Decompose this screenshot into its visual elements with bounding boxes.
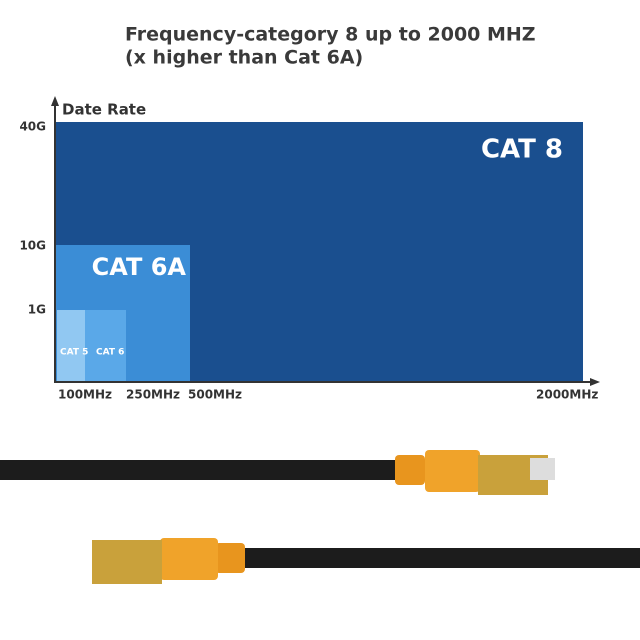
title-line: Frequency-category 8 up to 2000 MHZ xyxy=(125,24,536,46)
x-label: 500MHz xyxy=(188,388,242,402)
box-label: CAT 5 xyxy=(60,348,88,358)
axis-arrow xyxy=(590,378,600,386)
cat6-box xyxy=(85,310,126,382)
y-label: 1G xyxy=(28,303,46,317)
y-label: 10G xyxy=(19,239,46,253)
x-label: 100MHz xyxy=(58,388,112,402)
box-label: CAT 6 xyxy=(96,348,124,358)
cable-bottom xyxy=(92,538,640,584)
y-axis-title: Date Rate xyxy=(62,101,146,119)
x-label: 250MHz xyxy=(126,388,180,402)
cat5-box xyxy=(57,310,85,382)
axis-arrow xyxy=(51,96,59,106)
cable-top xyxy=(0,450,555,495)
y-label: 40G xyxy=(19,120,46,134)
title-line: (x higher than Cat 6A) xyxy=(125,47,363,69)
box-label: CAT 8 xyxy=(481,135,563,165)
box-label: CAT 6A xyxy=(92,253,187,281)
x-label: 2000MHz xyxy=(536,388,598,402)
